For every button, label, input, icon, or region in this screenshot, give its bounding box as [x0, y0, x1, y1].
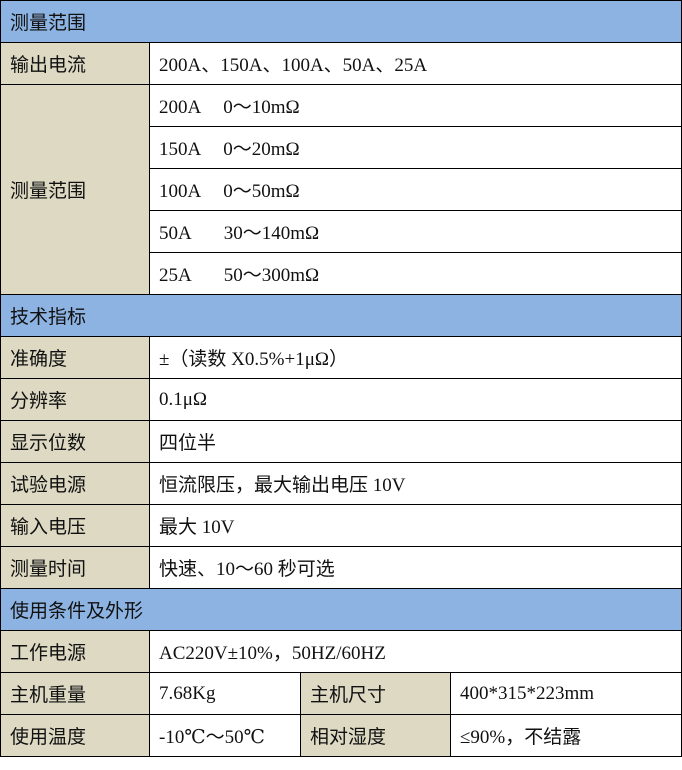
value-measure-time: 快速、10～60 秒可选 — [148, 546, 682, 589]
range-value: 0～50mΩ — [223, 181, 300, 202]
label-input-voltage: 输入电压 — [0, 504, 150, 547]
value-test-power: 恒流限压，最大输出电压 10V — [148, 462, 682, 505]
value-humidity: ≤90%，不结露 — [449, 714, 682, 757]
section-header-range: 测量范围 — [0, 0, 682, 43]
label-resolution: 分辨率 — [0, 378, 150, 421]
value-power: AC220V±10%，50HZ/60HZ — [148, 630, 682, 673]
label-size: 主机尺寸 — [300, 672, 451, 715]
range-row: 150A 0～20mΩ — [148, 126, 682, 169]
label-measure-time: 测量时间 — [0, 546, 150, 589]
section-header-usage: 使用条件及外形 — [0, 588, 682, 631]
value-accuracy: ±（读数 X0.5%+1μΩ） — [148, 336, 682, 379]
label-measure-range: 测量范围 — [0, 84, 150, 295]
value-weight: 7.68Kg — [149, 672, 301, 715]
range-current: 200A — [159, 97, 202, 118]
range-value: 0～20mΩ — [223, 139, 300, 160]
value-resolution: 0.1μΩ — [148, 378, 682, 421]
label-humidity: 相对湿度 — [300, 714, 451, 757]
range-current: 100A — [159, 181, 202, 202]
section-header-tech: 技术指标 — [0, 294, 682, 337]
range-value: 50～300mΩ — [223, 265, 320, 286]
range-value: 30～140mΩ — [223, 223, 320, 244]
range-current: 50A — [159, 223, 192, 244]
label-power: 工作电源 — [0, 630, 150, 673]
label-test-power: 试验电源 — [0, 462, 150, 505]
value-size: 400*315*223mm — [449, 672, 682, 715]
range-current: 150A — [159, 139, 202, 160]
label-weight: 主机重量 — [0, 672, 150, 715]
value-digits: 四位半 — [148, 420, 682, 463]
label-digits: 显示位数 — [0, 420, 150, 463]
label-output-current: 输出电流 — [0, 42, 150, 85]
range-row: 200A 0～10mΩ — [148, 84, 682, 127]
value-input-voltage: 最大 10V — [148, 504, 682, 547]
label-accuracy: 准确度 — [0, 336, 150, 379]
value-output-current: 200A、150A、100A、50A、25A — [148, 42, 682, 85]
range-value: 0～10mΩ — [223, 97, 300, 118]
range-row: 25A 50～300mΩ — [148, 252, 682, 295]
value-temperature: -10℃～50℃ — [149, 714, 301, 757]
range-current: 25A — [159, 265, 192, 286]
range-row: 100A 0～50mΩ — [148, 168, 682, 211]
range-row: 50A 30～140mΩ — [148, 210, 682, 253]
label-temperature: 使用温度 — [0, 714, 150, 757]
